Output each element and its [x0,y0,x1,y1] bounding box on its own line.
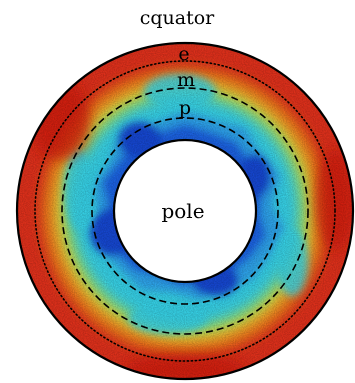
m-circle [61,87,309,335]
label-outer: cquator [140,7,215,29]
label-m: m [177,69,195,91]
p-circle [91,117,279,305]
outer-boundary-circle [15,41,355,381]
label-p: p [179,97,191,119]
label-e: e [178,43,189,65]
inner-hole-circle [112,138,258,284]
label-inner: pole [161,199,204,223]
e-circle [34,60,336,362]
